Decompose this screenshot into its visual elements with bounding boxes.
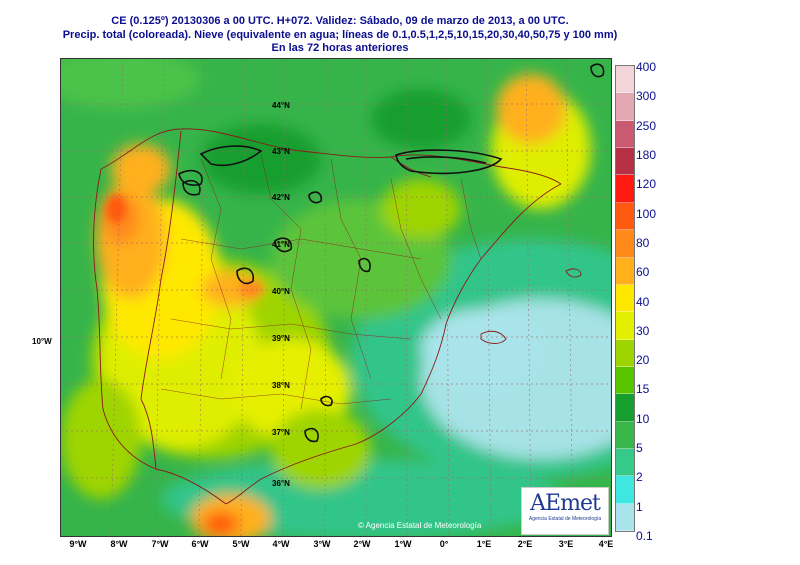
legend-level-label: 60	[636, 265, 650, 280]
legend-level-label: 15	[636, 382, 650, 397]
lon-label-3e: 3°E	[558, 539, 574, 549]
legend-swatch	[616, 120, 634, 149]
header-line-1: CE (0.125º) 20130306 a 00 UTC. H+072. Va…	[111, 15, 569, 27]
lat-label-39n: 39°N	[272, 334, 290, 343]
legend-swatch	[616, 312, 634, 340]
legend-level-label: 100	[636, 206, 657, 221]
copyright-text: © Agencia Estatal de Meteorología	[358, 521, 482, 530]
logo-subtext: Agencia Estatal de Meteorología	[528, 516, 602, 522]
lat-label-36n: 36°N	[272, 479, 290, 488]
lat-label-41n: 41°N	[272, 240, 290, 249]
legend-level-label: 400	[636, 60, 657, 74]
legend-swatch	[616, 148, 634, 176]
legend-swatch	[616, 503, 634, 532]
map-graphic	[61, 59, 611, 536]
lon-label-4e: 4°E	[598, 539, 614, 549]
legend-level-label: 0.1	[636, 529, 653, 543]
legend-level-label: 80	[636, 235, 650, 250]
legend-swatch	[616, 284, 634, 313]
legend-level-label: 5	[636, 441, 643, 456]
lon-label-2e: 2°E	[517, 539, 533, 549]
legend-level-label: 1	[636, 499, 643, 514]
legend-level-label: 120	[636, 177, 657, 192]
lon-label-2w: 2°W	[353, 539, 371, 549]
legend-swatch	[616, 175, 634, 203]
logo-text: AEmet	[530, 491, 601, 516]
legend-swatch	[616, 449, 634, 477]
lon-label-5w: 5°W	[232, 539, 250, 549]
legend-swatch	[616, 421, 634, 450]
legend-swatch	[616, 394, 634, 422]
legend-level-label: 300	[636, 89, 657, 104]
lat-label-44n: 44°N	[272, 101, 290, 110]
lon-label-1w: 1°W	[394, 539, 412, 549]
legend-swatch	[616, 257, 634, 285]
legend-level-label: 20	[636, 353, 650, 368]
legend-swatch	[616, 476, 634, 504]
lon-label-1e: 1°E	[476, 539, 492, 549]
precipitation-map	[60, 58, 612, 537]
header-line-3: En las 72 horas anteriores	[271, 42, 409, 54]
lon-label-3w: 3°W	[313, 539, 331, 549]
lon-label-4w: 4°W	[272, 539, 290, 549]
lat-label-42n: 42°N	[272, 193, 290, 202]
aemet-logo: AEmet Agencia Estatal de Meteorología	[521, 487, 609, 535]
header-line-2: Precip. total (coloreada). Nieve (equiva…	[62, 29, 618, 41]
lon-label-6w: 6°W	[191, 539, 209, 549]
legend-level-label: 2	[636, 470, 643, 485]
legend-swatch	[616, 339, 634, 367]
lat-label-37n: 37°N	[272, 428, 290, 437]
legend-level-label: 180	[636, 147, 657, 162]
lon-label-8w: 8°W	[110, 539, 128, 549]
legend-level-label: 250	[636, 118, 657, 133]
legend-swatch	[616, 66, 634, 94]
legend-swatch	[616, 366, 634, 395]
lat-label-43n: 43°N	[272, 147, 290, 156]
color-legend	[615, 65, 635, 532]
lon-label-0: 0°	[439, 539, 449, 549]
legend-swatch	[616, 230, 634, 258]
lon-label-9w: 9°W	[69, 539, 87, 549]
legend-swatch	[616, 93, 634, 121]
lon-label-7w: 7°W	[151, 539, 169, 549]
legend-level-label: 30	[636, 323, 650, 338]
lat-label-38n: 38°N	[272, 381, 290, 390]
lat-label-40n: 40°N	[272, 287, 290, 296]
legend-swatch	[616, 202, 634, 231]
legend-level-label: 10	[636, 411, 650, 426]
legend-level-label: 40	[636, 294, 650, 309]
side-longitude-label: 10°W	[32, 337, 52, 346]
